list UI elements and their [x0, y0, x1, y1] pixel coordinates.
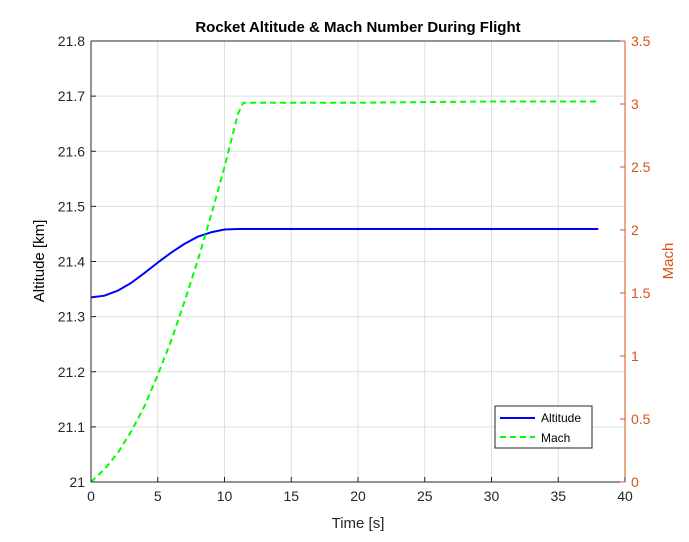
- legend-altitude-label: Altitude: [541, 411, 581, 425]
- y-left-tick-label: 21.6: [58, 143, 85, 159]
- chart-title: Rocket Altitude & Mach Number During Fli…: [195, 19, 520, 36]
- y-left-tick-label: 21.7: [58, 88, 85, 104]
- y-right-tick-label: 1: [631, 348, 639, 364]
- y-left-tick-label: 21.2: [58, 364, 85, 380]
- x-tick-label: 40: [617, 488, 633, 504]
- x-tick-label: 20: [350, 488, 366, 504]
- y-axis-left-label: Altitude [km]: [31, 220, 48, 303]
- y-right-tick-label: 0.5: [631, 411, 651, 427]
- y-right-tick-label: 0: [631, 474, 639, 490]
- y-left-tick-label: 21.8: [58, 33, 85, 49]
- x-tick-label: 10: [217, 488, 233, 504]
- series-line-mach: [90, 100, 599, 483]
- y-left-tick-label: 21.4: [58, 254, 85, 270]
- x-tick-label: 25: [417, 488, 433, 504]
- x-axis-label: Time [s]: [332, 515, 385, 532]
- x-tick-label: 15: [283, 488, 299, 504]
- series-line-altitude: [90, 227, 599, 299]
- legend: Altitude Mach: [494, 405, 593, 449]
- y-left-tick-label: 21.3: [58, 309, 85, 325]
- series-layer: [90, 100, 599, 483]
- y-left-tick-label: 21.5: [58, 198, 85, 214]
- ticks-layer: 0 5 10 15 20 25 30 35 402121.121.221.321.421.521…: [58, 33, 651, 504]
- x-tick-label: 0: [87, 488, 95, 504]
- legend-mach-label: Mach: [541, 431, 570, 445]
- y-right-tick-label: 3.5: [631, 33, 651, 49]
- y-right-tick-label: 2.5: [631, 159, 651, 175]
- y-axis-right-label: Mach: [660, 243, 677, 280]
- legend-box: [494, 405, 593, 449]
- y-right-tick-label: 2: [631, 222, 639, 238]
- y-left-tick-label: 21.1: [58, 419, 85, 435]
- x-tick-label: 5: [154, 488, 162, 504]
- x-tick-label: 35: [550, 488, 566, 504]
- y-left-tick-label: 21: [69, 474, 85, 490]
- y-right-tick-label: 1.5: [631, 285, 651, 301]
- y-right-tick-label: 3: [631, 96, 639, 112]
- x-tick-label: 30: [484, 488, 500, 504]
